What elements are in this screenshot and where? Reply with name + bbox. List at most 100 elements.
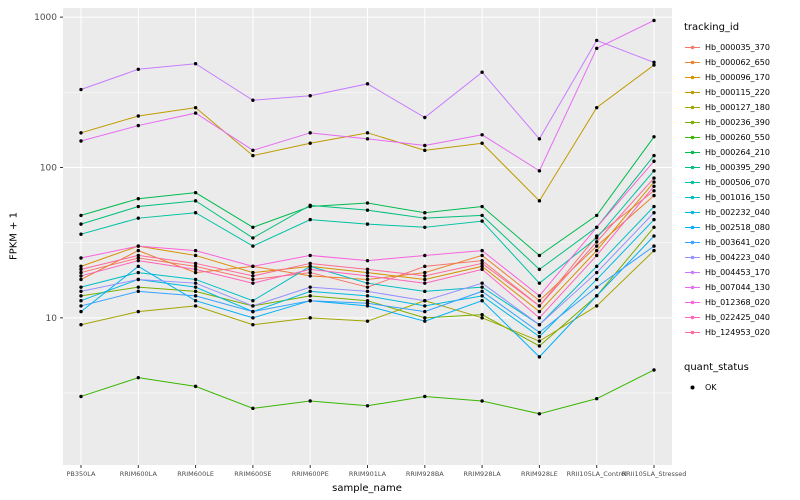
data-point (480, 261, 484, 266)
data-point (251, 299, 255, 303)
x-tick-label: RRIM928LE (521, 470, 558, 478)
legend-item-Hb_003641_020: Hb_003641_020 (684, 235, 798, 250)
data-point (251, 148, 255, 153)
legend-key-line-icon (685, 255, 700, 260)
legend-item-Hb_000260_550: Hb_000260_550 (684, 130, 798, 145)
legend-key-line-icon (685, 150, 700, 155)
legend-key-line-icon (685, 285, 700, 290)
legend-item-Hb_124953_020: Hb_124953_020 (684, 325, 798, 340)
data-point (251, 304, 255, 308)
data-point (79, 274, 83, 278)
data-point (308, 94, 312, 98)
data-point (480, 312, 484, 317)
data-point (193, 199, 198, 203)
data-point (480, 316, 484, 320)
data-point (537, 330, 542, 335)
legend-label: Hb_004453_170 (705, 268, 770, 277)
data-point (193, 294, 198, 298)
data-point (136, 375, 140, 380)
data-point (308, 264, 312, 269)
data-point (365, 285, 370, 289)
data-point (251, 244, 255, 248)
data-point (308, 399, 312, 403)
x-tick-label: RRIM928LA (464, 470, 502, 478)
data-point (423, 274, 427, 278)
data-point (480, 267, 484, 272)
legend-item-Hb_000127_180: Hb_000127_180 (684, 100, 798, 115)
data-point (79, 270, 83, 275)
legend-key-line-icon (685, 60, 700, 65)
legend-label: Hb_004223_040 (705, 253, 770, 262)
data-point (423, 115, 427, 120)
data-point (136, 204, 140, 209)
legend-label: Hb_000264_210 (705, 148, 770, 157)
data-point (193, 270, 198, 275)
legend-item-Hb_007044_130: Hb_007044_130 (684, 280, 798, 295)
data-point (79, 264, 83, 269)
legend-item-Hb_000035_370: Hb_000035_370 (684, 40, 798, 55)
data-point (537, 281, 542, 285)
data-point (193, 211, 198, 215)
data-point (423, 299, 427, 303)
data-point (251, 236, 255, 240)
data-point (193, 384, 198, 389)
data-point (423, 211, 427, 215)
data-point (365, 304, 370, 308)
legend-label: Hb_003641_020 (705, 238, 770, 247)
data-point (365, 131, 370, 135)
data-point (193, 111, 198, 115)
y-tick-label: 10 (46, 314, 58, 324)
data-point (308, 299, 312, 303)
data-point (537, 199, 542, 203)
data-point (652, 368, 656, 372)
y-axis-title: FPKM + 1 (8, 211, 20, 261)
data-point (79, 323, 83, 327)
legend-label: Hb_000062_650 (705, 58, 770, 67)
data-point (79, 285, 83, 289)
data-point (79, 87, 83, 92)
data-point (480, 204, 484, 209)
data-point (595, 38, 599, 43)
data-point (595, 277, 599, 282)
data-point (595, 396, 599, 401)
data-point (136, 123, 140, 128)
data-point (193, 277, 198, 282)
data-point (423, 309, 427, 314)
data-point (423, 225, 427, 230)
data-point (652, 248, 656, 253)
legend-item-Hb_000062_650: Hb_000062_650 (684, 55, 798, 70)
data-point (595, 270, 599, 275)
data-point (136, 277, 140, 282)
data-point (595, 240, 599, 244)
data-point (251, 153, 255, 158)
data-point (652, 60, 656, 65)
data-point (79, 304, 83, 308)
data-point (480, 289, 484, 294)
data-point (480, 299, 484, 303)
legend-key-line-icon (685, 225, 700, 230)
legend-item-Hb_001016_150: Hb_001016_150 (684, 190, 798, 205)
data-point (595, 225, 599, 230)
data-point (136, 289, 140, 294)
ok-point-icon (690, 385, 695, 390)
data-point (365, 301, 370, 305)
data-point (308, 294, 312, 298)
legend-key-line-icon (685, 135, 700, 140)
data-point (423, 281, 427, 285)
legend-item-Hb_004453_170: Hb_004453_170 (684, 265, 798, 280)
data-point (652, 211, 656, 215)
data-point (537, 299, 542, 303)
data-point (365, 201, 370, 205)
data-point (251, 274, 255, 278)
data-point (193, 299, 198, 303)
data-point (193, 253, 198, 258)
data-point (365, 277, 370, 282)
data-point (652, 244, 656, 248)
data-point (365, 404, 370, 408)
data-point (652, 169, 656, 173)
data-point (537, 309, 542, 314)
data-point (251, 225, 255, 230)
data-point (79, 256, 83, 260)
legend-item-Hb_000236_390: Hb_000236_390 (684, 115, 798, 130)
